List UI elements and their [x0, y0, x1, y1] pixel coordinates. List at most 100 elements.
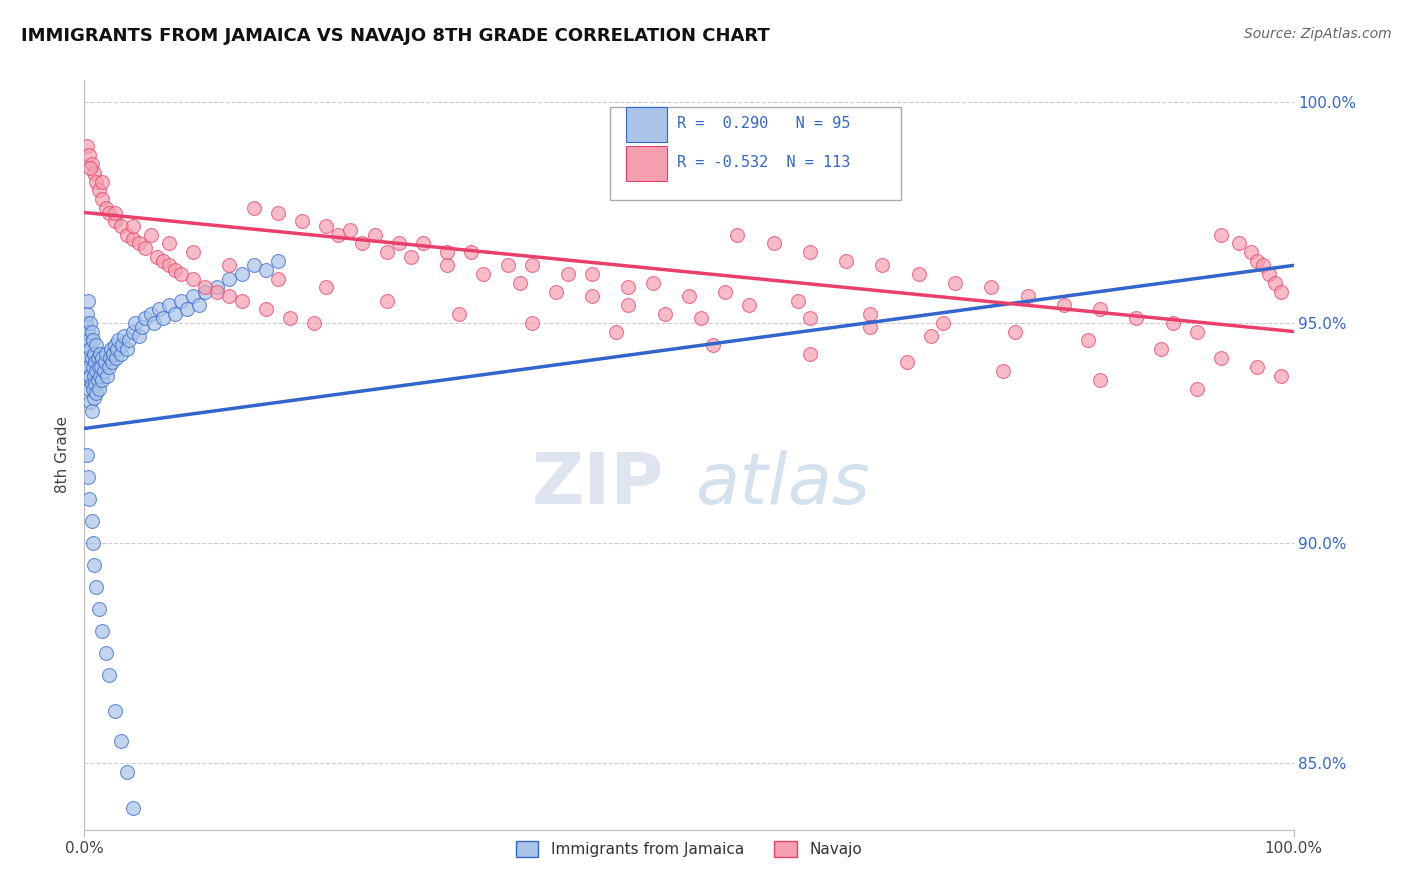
Point — [104, 205, 127, 219]
Point — [121, 325, 143, 339]
Point — [76, 139, 98, 153]
Point — [103, 346, 125, 360]
Point — [139, 307, 162, 321]
Point — [91, 192, 114, 206]
Point — [1270, 285, 1292, 299]
Point — [520, 259, 543, 273]
Point — [80, 377, 103, 392]
Point — [128, 329, 150, 343]
Point — [105, 342, 128, 356]
Point — [91, 351, 114, 365]
Point — [859, 307, 882, 321]
Point — [388, 236, 411, 251]
Point — [97, 205, 120, 219]
Point — [89, 346, 111, 360]
Point — [77, 293, 100, 308]
Point — [84, 377, 107, 392]
Point — [91, 373, 114, 387]
Point — [993, 364, 1015, 378]
Point — [581, 267, 603, 281]
Point — [79, 342, 101, 356]
Point — [194, 280, 217, 294]
Point — [104, 214, 127, 228]
Point — [375, 245, 398, 260]
Point — [1253, 259, 1275, 273]
Point — [472, 267, 495, 281]
Point — [242, 259, 264, 273]
Point — [94, 201, 117, 215]
Point — [460, 245, 482, 260]
Y-axis label: 8th Grade: 8th Grade — [55, 417, 70, 493]
Point — [77, 368, 100, 383]
Point — [77, 359, 100, 374]
Point — [79, 161, 101, 176]
Point — [94, 355, 117, 369]
Point — [134, 241, 156, 255]
Point — [328, 227, 350, 242]
Point — [617, 280, 640, 294]
Point — [581, 289, 603, 303]
Point — [87, 359, 110, 374]
Point — [82, 334, 104, 348]
Point — [799, 245, 821, 260]
Point — [110, 734, 132, 748]
Point — [157, 236, 180, 251]
Point — [77, 334, 100, 348]
Point — [267, 205, 290, 219]
Point — [436, 259, 458, 273]
Point — [315, 219, 337, 233]
Text: ZIP: ZIP — [531, 450, 664, 519]
Point — [188, 298, 211, 312]
Point — [100, 342, 122, 356]
Point — [1258, 267, 1281, 281]
Point — [1077, 334, 1099, 348]
Point — [83, 166, 105, 180]
Point — [80, 351, 103, 365]
Point — [165, 307, 187, 321]
Point — [107, 334, 129, 348]
Point — [112, 329, 135, 343]
Point — [920, 329, 942, 343]
Point — [80, 514, 103, 528]
Point — [194, 285, 217, 299]
Point — [1053, 298, 1076, 312]
Text: IMMIGRANTS FROM JAMAICA VS NAVAJO 8TH GRADE CORRELATION CHART: IMMIGRANTS FROM JAMAICA VS NAVAJO 8TH GR… — [21, 27, 770, 45]
Point — [77, 491, 100, 506]
Point — [82, 536, 104, 550]
Point — [170, 267, 193, 281]
Point — [84, 355, 107, 369]
Point — [157, 259, 180, 273]
Point — [291, 214, 314, 228]
Point — [1017, 289, 1039, 303]
FancyBboxPatch shape — [610, 106, 901, 200]
Point — [1270, 368, 1292, 383]
Text: R =  0.290   N = 95: R = 0.290 N = 95 — [676, 116, 851, 131]
Point — [77, 470, 100, 484]
Point — [725, 227, 748, 242]
Point — [496, 259, 519, 273]
Point — [1264, 276, 1286, 290]
Point — [943, 276, 966, 290]
Point — [278, 311, 301, 326]
Point — [1227, 236, 1250, 251]
Point — [1209, 351, 1232, 365]
Point — [231, 293, 253, 308]
Point — [111, 337, 134, 351]
Point — [375, 293, 398, 308]
Point — [363, 227, 385, 242]
Point — [91, 624, 114, 639]
Point — [146, 250, 169, 264]
Point — [89, 368, 111, 383]
Point — [1088, 373, 1111, 387]
Point — [134, 311, 156, 326]
Point — [932, 316, 955, 330]
Point — [1246, 254, 1268, 268]
Point — [786, 293, 808, 308]
Point — [115, 342, 138, 356]
Point — [152, 254, 174, 268]
Point — [872, 259, 894, 273]
Point — [654, 307, 676, 321]
Point — [75, 316, 97, 330]
Point — [75, 337, 97, 351]
Point — [218, 289, 240, 303]
